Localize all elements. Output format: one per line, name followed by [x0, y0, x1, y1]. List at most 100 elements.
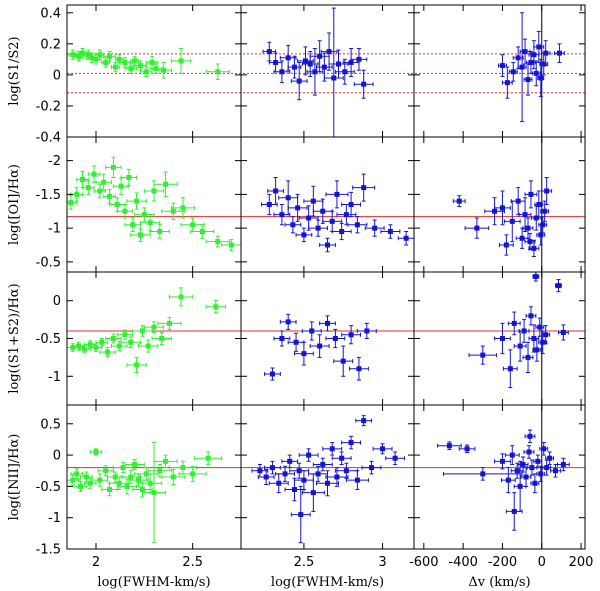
data-point [116, 480, 122, 486]
data-point [161, 67, 167, 73]
data-point [520, 461, 526, 467]
data-point [79, 177, 85, 183]
panel-3-0-points [67, 442, 223, 544]
data-point [228, 242, 234, 248]
data-point [522, 49, 528, 55]
panel-1-1-points [260, 173, 414, 253]
data-point [354, 222, 360, 228]
data-point [282, 471, 288, 477]
data-point [503, 242, 509, 248]
data-point [531, 336, 537, 341]
data-point [285, 195, 291, 201]
data-point [126, 175, 132, 180]
data-point [519, 235, 525, 241]
y-tick-label: -2 [48, 154, 61, 169]
data-point [116, 56, 122, 62]
data-point [157, 468, 163, 474]
x-tick-label: 200 [569, 555, 594, 570]
data-point [525, 354, 531, 360]
data-point [118, 183, 124, 189]
data-point [528, 59, 534, 65]
data-point [499, 63, 505, 69]
data-point [139, 487, 145, 493]
data-point [128, 339, 134, 345]
data-point [122, 208, 128, 214]
data-point [325, 242, 330, 248]
data-point [301, 477, 307, 483]
data-point [342, 69, 348, 75]
data-point [544, 465, 550, 471]
data-point [339, 229, 345, 234]
data-point [540, 222, 546, 228]
data-point [315, 471, 321, 477]
data-point [326, 49, 332, 55]
data-point [531, 245, 537, 251]
data-point [170, 208, 176, 214]
x-tick-label: -600 [409, 555, 439, 570]
data-point [522, 212, 528, 218]
data-point [348, 59, 354, 65]
data-point [132, 58, 138, 64]
panel-2-1-points [264, 313, 377, 381]
data-point [285, 319, 291, 325]
data-point [293, 339, 299, 345]
panel-frame-0-2 [413, 4, 586, 138]
data-point [103, 59, 109, 65]
data-point [306, 452, 312, 458]
data-point [528, 191, 534, 197]
data-point [536, 44, 542, 50]
data-point [499, 458, 505, 464]
data-point [541, 61, 547, 67]
data-point [560, 329, 566, 335]
data-point [403, 235, 409, 241]
y-axis-title: log(S1/S2) [7, 36, 22, 105]
data-point [279, 336, 285, 341]
data-point [205, 455, 211, 461]
x-tick-label: 3 [378, 555, 386, 570]
y-tick-label: -0.5 [36, 255, 61, 270]
data-point [105, 349, 111, 355]
data-point [122, 332, 128, 338]
data-point [541, 446, 547, 452]
data-point [291, 487, 297, 493]
data-point [321, 64, 327, 70]
data-point [532, 480, 538, 486]
data-point [110, 164, 116, 170]
data-point [76, 53, 82, 59]
panel-0-2-points [498, 12, 565, 122]
data-point [137, 232, 143, 238]
panel-1-0-points [67, 156, 241, 251]
data-point [213, 304, 219, 310]
data-point [538, 471, 544, 477]
data-point [93, 345, 99, 351]
data-point [139, 328, 145, 334]
data-point [163, 458, 169, 464]
data-point [361, 185, 367, 191]
data-point [122, 59, 128, 65]
panel-3-1-points [251, 415, 406, 544]
data-point [317, 53, 323, 59]
data-point [309, 328, 315, 334]
data-point [273, 59, 279, 65]
data-point [112, 474, 118, 480]
data-point [505, 477, 511, 483]
data-point [348, 440, 354, 446]
data-point [499, 205, 505, 211]
y-tick-label: -1.5 [36, 543, 61, 558]
data-point [120, 465, 126, 471]
y-tick-label: -1 [48, 370, 61, 385]
data-point [145, 343, 151, 349]
data-point [354, 477, 360, 483]
data-point [130, 222, 136, 228]
data-point [320, 208, 326, 214]
panel-3-2-points [437, 429, 570, 531]
data-point [514, 468, 520, 474]
data-point [136, 477, 142, 483]
data-point [509, 452, 515, 458]
data-point [387, 229, 393, 234]
data-point [492, 208, 498, 214]
data-point [97, 52, 103, 58]
data-point [151, 490, 157, 496]
x-tick-label: 2 [92, 555, 100, 570]
